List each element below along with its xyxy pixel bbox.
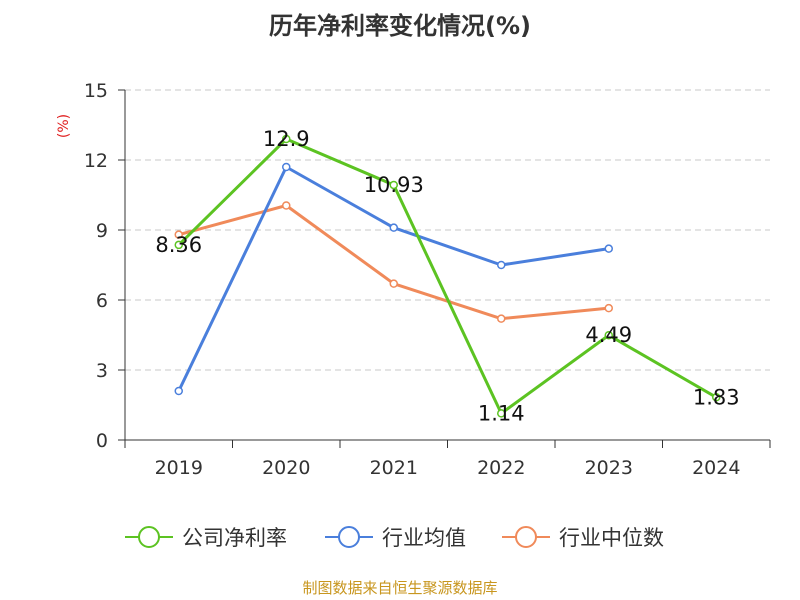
series-lines bbox=[174, 134, 721, 418]
data-point bbox=[282, 201, 291, 210]
data-label: 1.14 bbox=[478, 401, 525, 425]
data-point bbox=[389, 180, 398, 190]
legend-label: 公司净利率 bbox=[182, 526, 287, 550]
data-point bbox=[497, 409, 506, 418]
y-tick-label: 9 bbox=[96, 220, 108, 242]
data-label: 8.36 bbox=[155, 233, 202, 257]
x-tick-label: 2021 bbox=[370, 457, 418, 479]
x-tick-label: 2019 bbox=[155, 457, 203, 479]
data-point bbox=[497, 260, 506, 270]
series-line-0 bbox=[177, 137, 718, 415]
legend-label: 行业中位数 bbox=[559, 526, 664, 550]
y-tick-label: 6 bbox=[96, 290, 108, 312]
legend-marker-icon bbox=[515, 526, 537, 548]
data-label: 4.49 bbox=[585, 323, 632, 347]
source-note: 制图数据来自恒生聚源数据库 bbox=[302, 579, 497, 597]
y-tick-label: 0 bbox=[96, 430, 108, 452]
axes bbox=[118, 89, 771, 448]
x-tick-label: 2023 bbox=[585, 457, 633, 479]
x-tick-label: 2022 bbox=[477, 457, 525, 479]
data-point bbox=[389, 279, 398, 288]
y-tick-label: 3 bbox=[96, 360, 108, 382]
data-point bbox=[497, 314, 506, 323]
data-point bbox=[712, 393, 721, 402]
x-tick-label: 2024 bbox=[692, 457, 740, 479]
x-tick-label: 2020 bbox=[262, 457, 310, 479]
y-tick-label: 12 bbox=[84, 150, 108, 172]
data-label: 10.93 bbox=[364, 173, 424, 197]
data-point bbox=[604, 303, 613, 313]
data-label: 12.9 bbox=[263, 127, 310, 151]
gridlines bbox=[125, 89, 770, 371]
data-point bbox=[282, 134, 291, 144]
x-tick-labels: 2019 2020 2021 2022 2023 2024 bbox=[155, 457, 741, 479]
data-point bbox=[389, 223, 398, 232]
data-point bbox=[282, 162, 291, 172]
series-line-2 bbox=[178, 204, 609, 321]
y-axis-unit: (%) bbox=[56, 114, 72, 138]
legend-marker-icon bbox=[138, 526, 160, 548]
data-labels: 8.36 12.9 10.93 1.14 4.49 1.83 bbox=[155, 127, 739, 425]
data-point bbox=[174, 240, 183, 250]
legend-marker-icon bbox=[338, 526, 360, 548]
series-line-1 bbox=[177, 165, 609, 392]
legend-label: 行业均值 bbox=[382, 526, 466, 550]
y-tick-labels: 0 3 6 9 12 15 bbox=[84, 80, 108, 452]
data-point bbox=[604, 244, 613, 253]
data-label: 1.83 bbox=[693, 385, 740, 409]
y-tick-label: 15 bbox=[84, 80, 108, 102]
legend: 公司净利率 行业均值 行业中位数 bbox=[125, 526, 664, 550]
data-point bbox=[174, 230, 183, 239]
data-point bbox=[604, 330, 613, 340]
chart-title: 历年净利率变化情况(%) bbox=[269, 12, 531, 40]
data-point bbox=[174, 386, 183, 396]
